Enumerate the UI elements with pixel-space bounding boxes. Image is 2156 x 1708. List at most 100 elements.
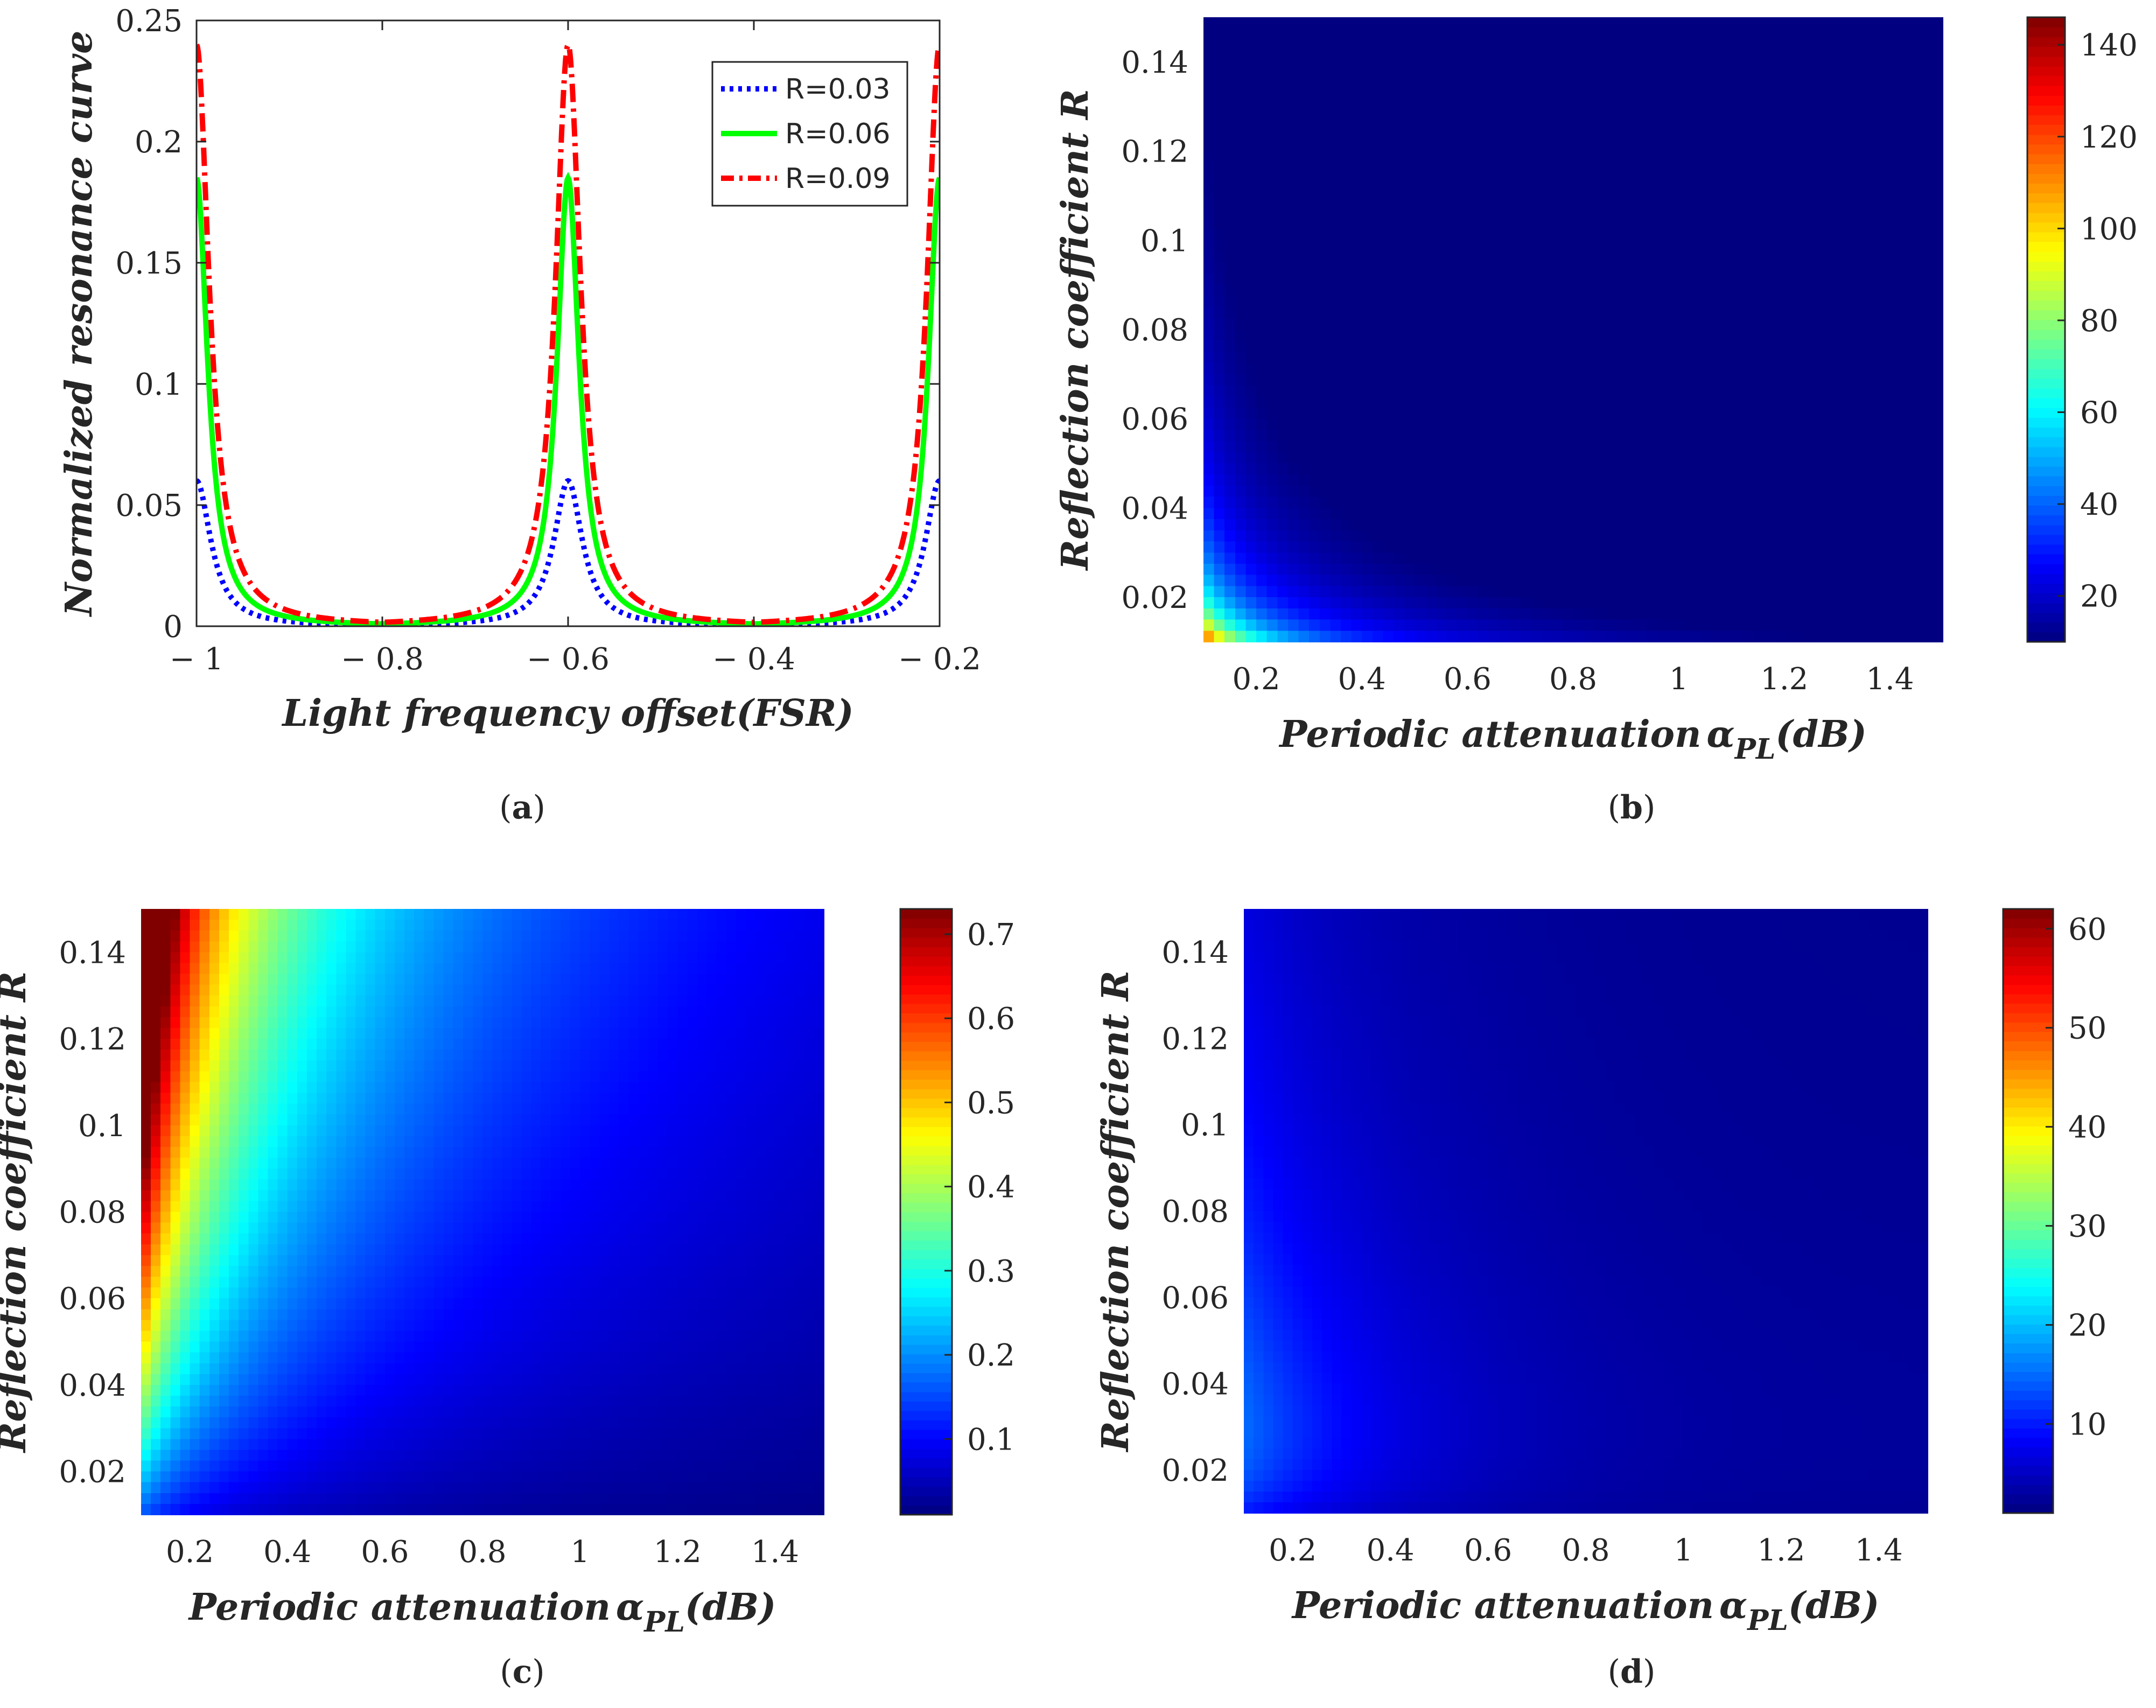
- heatmap-cell: [1647, 496, 1658, 509]
- heatmap-cell: [258, 1212, 269, 1223]
- heatmap-cell: [1573, 28, 1584, 40]
- heatmap-cell: [1457, 330, 1468, 341]
- heatmap-cell: [1330, 564, 1341, 576]
- heatmap-cell: [1689, 151, 1700, 163]
- heatmap-cell: [1425, 106, 1437, 118]
- heatmap-cell: [1573, 184, 1584, 197]
- heatmap-cell: [1235, 296, 1247, 308]
- heatmap-cell: [1594, 195, 1606, 207]
- heatmap-cell: [1394, 486, 1405, 498]
- heatmap-cell: [141, 1471, 151, 1483]
- heatmap-cell: [287, 1179, 298, 1191]
- heatmap-cell: [1879, 374, 1891, 386]
- heatmap-cell: [1784, 396, 1796, 408]
- heatmap-cell: [1224, 564, 1236, 576]
- heatmap-cell: [277, 1439, 288, 1451]
- heatmap-cell: [1214, 508, 1226, 520]
- heatmap-cell: [1362, 608, 1373, 620]
- heatmap-cell: [287, 1298, 298, 1310]
- heatmap-cell: [1467, 496, 1479, 509]
- heatmap-cell: [1425, 51, 1437, 62]
- heatmap-cell: [1911, 352, 1922, 363]
- heatmap-cell: [1763, 162, 1774, 174]
- heatmap-cell: [287, 1006, 298, 1018]
- heatmap-cell: [1932, 374, 1943, 386]
- heatmap-cell: [1372, 162, 1384, 174]
- heatmap-cell: [1330, 51, 1341, 62]
- heatmap-cell: [258, 1277, 269, 1288]
- heatmap-cell: [239, 930, 249, 942]
- heatmap-cell: [1277, 218, 1289, 230]
- heatmap-cell: [1541, 173, 1553, 185]
- heatmap-cell: [1594, 408, 1606, 419]
- heatmap-cell: [1615, 608, 1627, 620]
- heatmap-cell: [1245, 274, 1257, 285]
- heatmap-cell: [1657, 307, 1669, 319]
- heatmap-cell: [268, 1503, 278, 1515]
- heatmap-cell: [1763, 139, 1774, 152]
- y-axis-label: Reflection coefficient R: [1054, 89, 1097, 571]
- heatmap-cell: [268, 1212, 278, 1223]
- heatmap-cell: [170, 1190, 181, 1202]
- heatmap-cell: [1710, 508, 1721, 520]
- heatmap-cell: [1383, 552, 1394, 564]
- heatmap-cell: [1911, 452, 1922, 464]
- heatmap-cell: [1932, 129, 1943, 141]
- heatmap-cell: [1605, 162, 1616, 174]
- heatmap-cell: [1911, 619, 1922, 632]
- heatmap-cell: [1763, 95, 1774, 107]
- heatmap-cell: [1774, 162, 1785, 174]
- heatmap-cell: [248, 1103, 259, 1115]
- heatmap-cell: [1562, 385, 1574, 397]
- heatmap-cell: [1668, 117, 1679, 129]
- heatmap-cell: [1847, 274, 1859, 285]
- colorbar-band: [2027, 17, 2065, 27]
- heatmap-cell: [1552, 117, 1563, 129]
- heatmap-cell: [1657, 352, 1669, 363]
- heatmap-cell: [1594, 608, 1606, 620]
- heatmap-cell: [1594, 51, 1606, 62]
- heatmap-cell: [1404, 318, 1416, 330]
- heatmap-cell: [1425, 84, 1437, 96]
- heatmap-cell: [258, 1071, 269, 1083]
- heatmap-cell: [1721, 597, 1732, 609]
- heatmap-cell: [1298, 218, 1310, 230]
- heatmap-cell: [1499, 73, 1510, 85]
- heatmap-cell: [1457, 318, 1468, 330]
- heatmap-cell: [1774, 474, 1785, 486]
- heatmap-cell: [1721, 296, 1732, 308]
- heatmap-cell: [258, 1374, 269, 1385]
- heatmap-cell: [1647, 463, 1658, 475]
- heatmap-cell: [1372, 619, 1384, 632]
- heatmap-cell: [1657, 73, 1669, 85]
- heatmap-cell: [1309, 441, 1320, 453]
- heatmap-cell: [1446, 95, 1458, 107]
- heatmap-cell: [1362, 330, 1373, 341]
- heatmap-cell: [1203, 73, 1215, 85]
- heatmap-cell: [1900, 307, 1912, 319]
- heatmap-cell: [1330, 330, 1341, 341]
- heatmap-cell: [1245, 430, 1257, 442]
- colorbar-band: [2027, 427, 2065, 438]
- heatmap-cell: [1499, 117, 1510, 129]
- heatmap-cell: [277, 963, 288, 975]
- heatmap-cell: [1415, 575, 1426, 587]
- heatmap-cell: [1362, 396, 1373, 408]
- heatmap-cell: [1541, 162, 1553, 174]
- heatmap-cell: [1552, 106, 1563, 118]
- heatmap-cell: [151, 920, 162, 931]
- heatmap-cell: [1647, 564, 1658, 576]
- heatmap-cell: [209, 1255, 220, 1266]
- heatmap-cell: [1657, 84, 1669, 96]
- heatmap-cell: [190, 1103, 200, 1115]
- heatmap-cell: [1657, 441, 1669, 453]
- heatmap-cell: [1351, 486, 1363, 498]
- heatmap-cell: [1847, 17, 1859, 29]
- heatmap-cell: [1615, 17, 1627, 29]
- heatmap-cell: [1774, 73, 1785, 85]
- heatmap-cell: [1509, 396, 1521, 408]
- heatmap-cell: [1837, 552, 1849, 564]
- series-line-R=0.06: [197, 172, 940, 626]
- heatmap-cell: [199, 1320, 210, 1332]
- heatmap-cell: [1266, 352, 1278, 363]
